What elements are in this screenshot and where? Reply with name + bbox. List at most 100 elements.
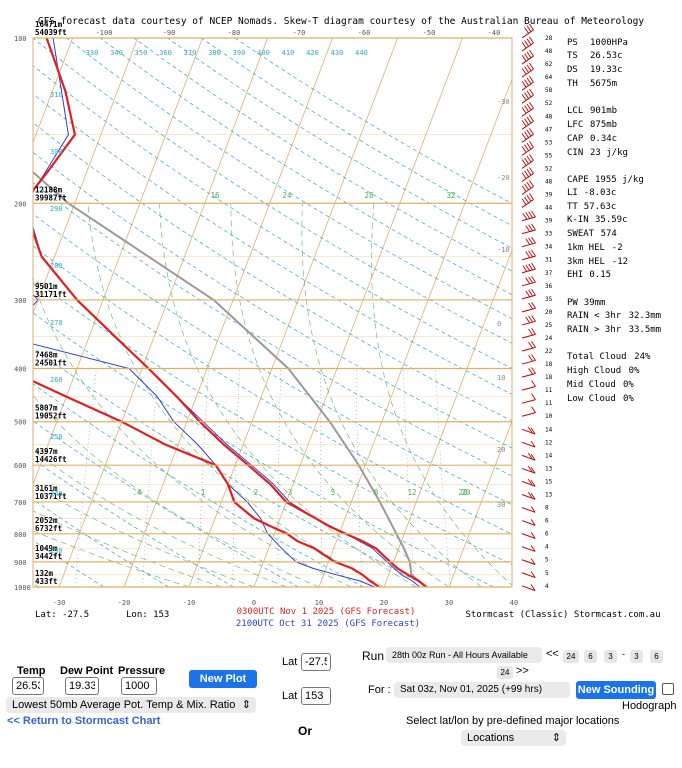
index-value-8: 1955 j/kg [595, 175, 644, 185]
pressure-label-900: 900 [14, 559, 27, 567]
hour-button-next-24[interactable]: 24 [497, 666, 513, 679]
run-select[interactable]: 28th 00z Run - All Hours Available [386, 647, 542, 663]
index-value-7: 23 j/kg [590, 148, 628, 158]
index-key-8: CAPE [567, 175, 589, 185]
isotherm--40 [33, 38, 203, 486]
height-m-900: 1049m [35, 544, 58, 553]
wind-barb-staff-11 [521, 173, 534, 182]
lon-input[interactable] [301, 687, 331, 705]
mixing-ratio-7 [403, 368, 415, 587]
wind-barb-flag-14-2 [525, 212, 531, 219]
top-tick-4: -60 [358, 29, 371, 37]
theta-top-9: 420 [306, 49, 319, 57]
wind-barb-staff-30 [521, 428, 536, 435]
hour-separator: - [622, 649, 625, 659]
height-ft-200: 39987ft [35, 193, 67, 202]
wind-speed-27: 11 [545, 387, 553, 394]
new-plot-button[interactable]: New Plot [189, 670, 257, 688]
wind-barb-flag-8-3 [521, 133, 527, 140]
wind-barb-staff-0 [521, 29, 534, 39]
mixing-label-10: 32 [446, 191, 455, 200]
hodograph-checkbox[interactable] [662, 683, 674, 695]
wind-speed-34: 15 [545, 478, 553, 485]
theta-top-10: 430 [331, 49, 344, 57]
wind-speed-0: 28 [545, 35, 553, 42]
hour-button-prev-6[interactable]: 6 [584, 650, 597, 663]
wind-barb-flag-22-2 [525, 316, 531, 324]
wind-barb-staff-32 [521, 454, 536, 461]
wind-speed-19: 36 [545, 283, 553, 290]
hour-button-next-3[interactable]: 3 [630, 650, 643, 663]
pressure-input[interactable] [121, 677, 157, 695]
wind-barb-flag-13-0 [529, 193, 534, 200]
return-link[interactable]: << Return to Stormcast Chart [7, 715, 161, 727]
wind-barb-flag-24-0 [531, 341, 536, 348]
wind-barb-staff-12 [521, 186, 534, 195]
index-key-15: EHI [567, 270, 583, 280]
wind-barb-staff-3 [521, 68, 534, 78]
wind-barb-staff-31 [521, 441, 536, 448]
locations-select[interactable]: Locations ⇕ [461, 730, 566, 746]
wind-barb-flag-3-0 [529, 62, 534, 70]
wind-speed-26: 18 [545, 374, 553, 381]
wind-barb-staff-9 [521, 146, 534, 156]
wind-speed-10: 52 [545, 165, 553, 172]
nav-next-button[interactable]: >> [516, 665, 529, 677]
wind-barb-flag-39-0 [530, 545, 536, 552]
wind-speed-24: 22 [545, 348, 553, 355]
wind-barb-flag-21-0 [531, 302, 536, 309]
legend-series-2100: 2100UTC Oct 31 2025 (GFS Forecast) [236, 619, 420, 629]
pressure-label-500: 500 [14, 419, 27, 427]
wind-barb-flag-27-0 [531, 380, 536, 387]
wind-barb-flag-14-3 [522, 213, 528, 220]
index-value-21: 0% [623, 380, 634, 390]
index-key-5: LFC [567, 120, 583, 130]
wind-barb-staff-24 [521, 346, 536, 352]
isotherm-0 [253, 38, 463, 587]
isotherm--10 [188, 38, 398, 587]
theta-left-4: 270 [50, 319, 63, 327]
wind-speed-29: 10 [545, 413, 553, 420]
theta-top-4: 370 [184, 49, 197, 57]
lat-input[interactable] [301, 653, 331, 671]
index-key-2: DS [567, 65, 578, 75]
index-value-2: 19.33c [590, 65, 623, 75]
hour-button-prev-24[interactable]: 24 [563, 650, 579, 663]
wind-barb-flag-12-1 [526, 181, 532, 189]
mixing-label-5: 8 [374, 488, 379, 497]
wind-speed-32: 14 [545, 452, 553, 459]
index-key-10: TT [567, 202, 578, 212]
hour-button-prev-3[interactable]: 3 [604, 650, 617, 663]
wind-barb-flag-9-3 [521, 146, 527, 153]
index-key-19: Total Cloud [567, 352, 627, 362]
temp-input[interactable] [12, 677, 44, 695]
dry-adiabat-300 [33, 347, 429, 587]
index-value-1: 26.53c [590, 51, 623, 61]
new-sounding-button[interactable]: New Sounding [576, 681, 656, 699]
wind-barb-flag-34-1 [527, 478, 533, 486]
dry-adiabat-360 [33, 151, 512, 449]
hour-button-next-6[interactable]: 6 [650, 650, 663, 663]
wind-speed-2: 62 [545, 61, 553, 68]
wind-barb-flag-37-0 [530, 519, 536, 526]
x-tick-30: 30 [445, 599, 453, 607]
dry-adiabat-330 [33, 245, 512, 535]
wind-barb-flag-10-0 [529, 154, 534, 161]
skewt-svg: GFS forecast data courtesy of NCEP Nomad… [14, 16, 661, 629]
wind-barb-staff-25 [521, 359, 536, 365]
x-tick--10: -10 [183, 599, 196, 607]
wind-barb-flag-22-1 [528, 315, 533, 323]
wind-barb-flag-31-0 [530, 440, 536, 448]
wind-barb-staff-27 [521, 386, 536, 391]
nav-prev-button[interactable]: << [546, 648, 559, 660]
dry-adiabat-280 [33, 420, 299, 587]
index-key-0: PS [567, 38, 578, 48]
average-select[interactable]: Lowest 50mb Average Pot. Temp & Mix. Rat… [6, 697, 256, 713]
pressure-label-1000: 1000 [14, 584, 31, 592]
moist-adiabat-35 [301, 203, 482, 587]
wind-barb-staff-18 [521, 268, 536, 274]
wind-barb-flag-20-0 [531, 288, 536, 296]
mixing-label-3: 3 [288, 488, 293, 497]
dewpoint-input[interactable] [65, 677, 99, 695]
for-select[interactable]: Sat 03z, Nov 01, 2025 (+99 hrs) [394, 682, 570, 698]
